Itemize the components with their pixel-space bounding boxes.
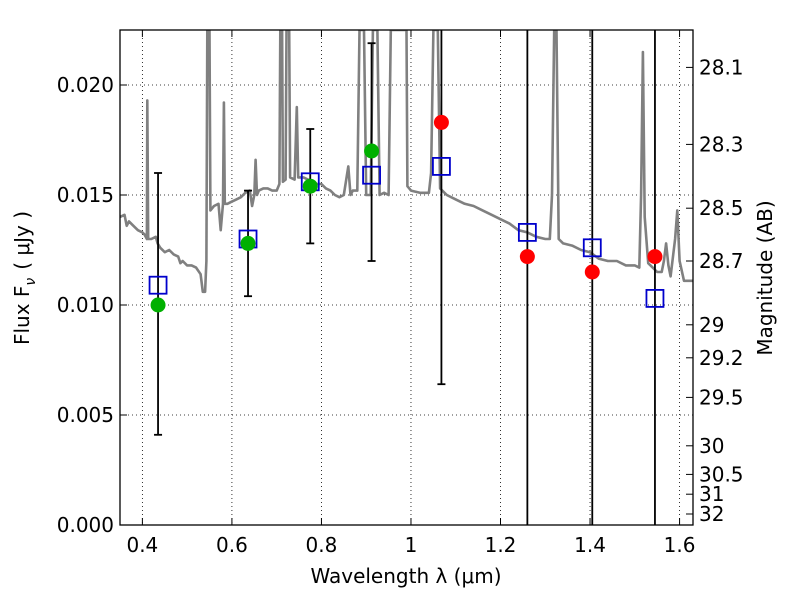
observed-point-marker <box>647 249 663 265</box>
observed-point-marker <box>240 235 256 251</box>
model-square-marker <box>148 275 168 295</box>
observed-point-marker <box>302 178 318 194</box>
right-tick-label: 28.1 <box>699 55 744 79</box>
x-axis-label: Wavelength λ (μm) <box>310 564 501 588</box>
grid-lines <box>120 30 693 526</box>
right-tick-label: 28.7 <box>699 249 744 273</box>
x-tick-label: 0.4 <box>126 533 158 557</box>
y-tick-label: 0.020 <box>57 73 114 97</box>
right-tick-label: 29 <box>699 313 724 337</box>
model-square-marker <box>645 288 665 308</box>
x-tick-label: 1.2 <box>485 533 517 557</box>
y-tick-label: 0.005 <box>57 403 114 427</box>
y-tick-label: 0.015 <box>57 183 114 207</box>
right-axis-label: Magnitude (AB) <box>753 200 777 355</box>
y-tick-label: 0.010 <box>57 293 114 317</box>
marker-layer <box>148 114 665 313</box>
right-tick-label: 28.3 <box>699 132 744 156</box>
observed-point-marker <box>150 297 166 313</box>
observed-point-marker <box>519 249 535 265</box>
spectrum-layer <box>120 30 693 294</box>
right-tick-label: 30 <box>699 434 724 458</box>
y-tick-label: 0.000 <box>57 513 114 537</box>
x-tick-label: 0.6 <box>216 533 248 557</box>
y-axis-label-group: Flux Fν ( μJy ) <box>10 211 39 345</box>
observed-point-marker <box>433 114 449 130</box>
model-square-marker <box>432 156 451 176</box>
model-square-marker <box>517 222 537 242</box>
model-square-marker <box>362 165 381 185</box>
svg-text:Flux Fν( μJy ): Flux Fν ( μJy ) <box>10 211 39 345</box>
x-tick-label: 1.4 <box>574 533 606 557</box>
x-tick-label: 0.8 <box>306 533 338 557</box>
y-axis-label-subscript: ν <box>23 278 39 286</box>
y-axis-label: Flux F <box>10 286 34 345</box>
x-tick-label: 1.6 <box>664 533 696 557</box>
right-tick-label: 28.5 <box>699 196 744 220</box>
observed-point-marker <box>364 143 380 159</box>
right-tick-label: 30.5 <box>699 462 744 486</box>
plot-frame <box>119 29 694 526</box>
right-tick-label: 29.5 <box>699 385 744 409</box>
observed-point-marker <box>584 264 600 280</box>
x-tick-label: 1 <box>405 533 418 557</box>
right-tick-label: 31 <box>699 482 724 506</box>
right-tick-label: 29.2 <box>699 346 744 370</box>
right-tick-label: 32 <box>699 502 724 526</box>
y-axis-label-unit: ( μJy ) <box>10 211 34 270</box>
spectrum-line <box>120 30 693 294</box>
ticks-layer: 0.4 0.6 0.8 1 1.2 1.4 1.6 0.000 0.005 0.010 0.015 0… <box>57 30 744 557</box>
model-square-marker <box>582 238 602 258</box>
